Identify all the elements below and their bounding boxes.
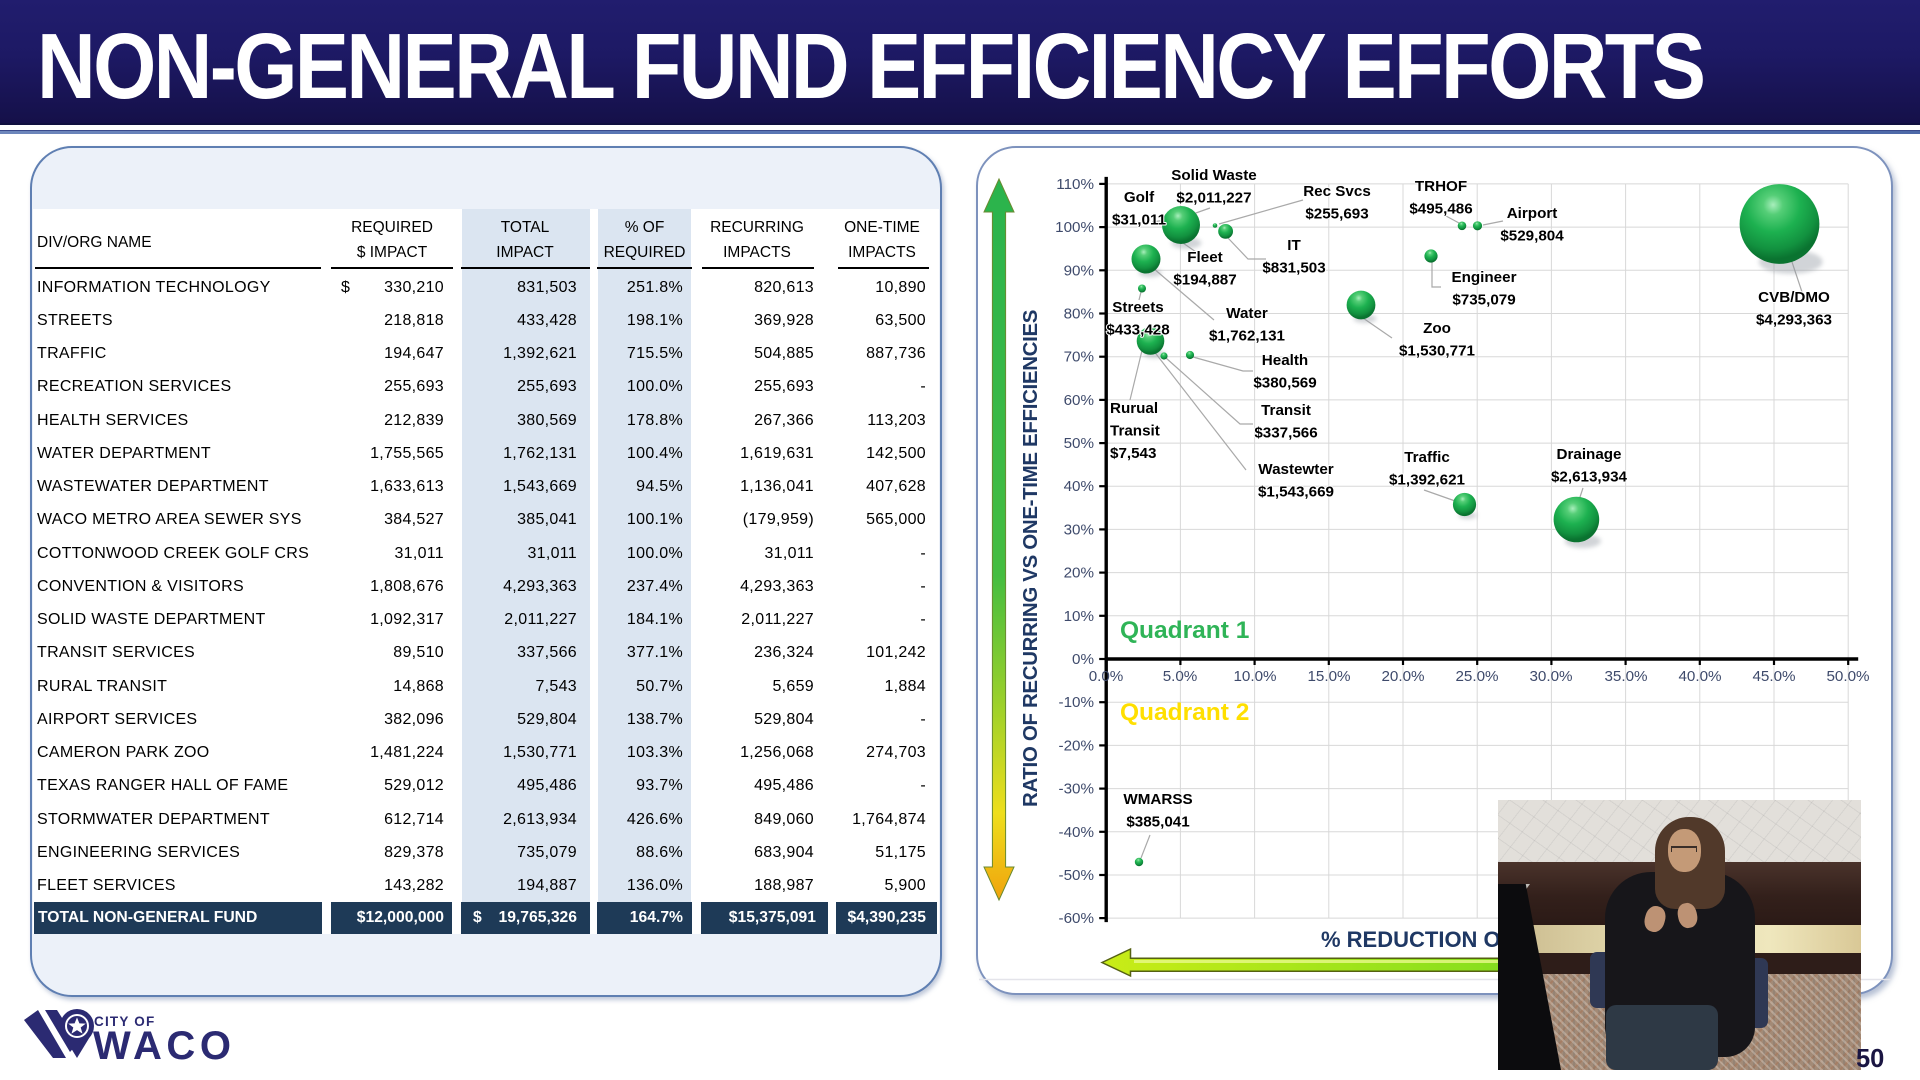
svg-text:Rurual: Rurual xyxy=(1110,400,1158,417)
svg-text:Golf: Golf xyxy=(1124,189,1155,206)
svg-text:Traffic: Traffic xyxy=(1404,449,1450,466)
svg-text:10.0%: 10.0% xyxy=(1233,668,1276,685)
svg-text:Drainage: Drainage xyxy=(1557,446,1622,463)
svg-text:80%: 80% xyxy=(1064,306,1094,323)
svg-text:$7,543: $7,543 xyxy=(1110,445,1156,462)
svg-text:$2,613,934: $2,613,934 xyxy=(1551,469,1628,486)
svg-text:60%: 60% xyxy=(1064,392,1094,409)
svg-text:Zoo: Zoo xyxy=(1423,320,1451,337)
svg-text:40.0%: 40.0% xyxy=(1678,668,1721,685)
svg-text:50.0%: 50.0% xyxy=(1826,668,1869,685)
svg-text:$1,392,621: $1,392,621 xyxy=(1389,472,1466,489)
svg-text:Wastewter: Wastewter xyxy=(1258,461,1333,478)
svg-text:Engineer: Engineer xyxy=(1452,269,1517,286)
svg-text:15.0%: 15.0% xyxy=(1307,668,1350,685)
svg-text:$385,041: $385,041 xyxy=(1126,814,1190,831)
svg-text:30%: 30% xyxy=(1064,521,1094,538)
svg-text:35.0%: 35.0% xyxy=(1604,668,1647,685)
svg-text:90%: 90% xyxy=(1064,262,1094,279)
svg-text:45.0%: 45.0% xyxy=(1752,668,1795,685)
svg-text:0.0%: 0.0% xyxy=(1089,668,1124,685)
svg-text:Fleet: Fleet xyxy=(1187,249,1222,266)
svg-text:110%: 110% xyxy=(1056,176,1094,193)
svg-text:TRHOF: TRHOF xyxy=(1415,178,1467,195)
svg-text:$1,530,771: $1,530,771 xyxy=(1399,343,1476,360)
svg-text:RATIO OF RECURRING VS ONE-TIME: RATIO OF RECURRING VS ONE-TIME EFFICIENC… xyxy=(1019,310,1042,807)
svg-text:WACO: WACO xyxy=(93,1024,235,1068)
svg-text:0%: 0% xyxy=(1072,651,1094,668)
svg-text:$4,293,363: $4,293,363 xyxy=(1756,312,1832,329)
svg-text:20%: 20% xyxy=(1064,565,1094,582)
svg-text:20.0%: 20.0% xyxy=(1381,668,1424,685)
svg-text:Health: Health xyxy=(1262,352,1308,369)
svg-text:$380,569: $380,569 xyxy=(1253,375,1316,392)
svg-text:$529,804: $529,804 xyxy=(1500,228,1564,245)
svg-text:IT: IT xyxy=(1287,237,1301,254)
svg-text:$31,011: $31,011 xyxy=(1112,212,1167,229)
svg-text:$2,011,227: $2,011,227 xyxy=(1176,190,1251,207)
svg-text:-10%: -10% xyxy=(1059,694,1094,711)
svg-text:Airport: Airport xyxy=(1507,205,1558,222)
svg-text:-50%: -50% xyxy=(1059,867,1094,884)
svg-text:Quadrant 2: Quadrant 2 xyxy=(1120,699,1249,726)
svg-text:Streets: Streets xyxy=(1112,299,1164,316)
svg-text:5.0%: 5.0% xyxy=(1163,668,1198,685)
svg-text:70%: 70% xyxy=(1064,349,1094,366)
svg-text:Water: Water xyxy=(1226,305,1268,322)
svg-text:CVB/DMO: CVB/DMO xyxy=(1758,289,1830,306)
svg-text:-20%: -20% xyxy=(1059,737,1094,754)
svg-text:$1,762,131: $1,762,131 xyxy=(1209,328,1286,345)
svg-text:-40%: -40% xyxy=(1059,824,1094,841)
svg-text:40%: 40% xyxy=(1064,478,1094,495)
svg-text:CITY OF: CITY OF xyxy=(94,1014,155,1029)
svg-text:25.0%: 25.0% xyxy=(1455,668,1498,685)
svg-text:-60%: -60% xyxy=(1059,910,1094,927)
svg-text:-30%: -30% xyxy=(1059,781,1094,798)
svg-text:WMARSS: WMARSS xyxy=(1123,791,1192,808)
svg-text:$1,543,669: $1,543,669 xyxy=(1258,484,1334,501)
svg-text:$495,486: $495,486 xyxy=(1409,201,1472,218)
svg-text:$337,566: $337,566 xyxy=(1254,425,1317,442)
svg-text:30.0%: 30.0% xyxy=(1529,668,1572,685)
svg-text:10%: 10% xyxy=(1064,608,1094,625)
svg-text:$194,887: $194,887 xyxy=(1173,272,1236,289)
svg-text:$831,503: $831,503 xyxy=(1262,260,1325,277)
svg-text:Rec Svcs: Rec Svcs xyxy=(1303,183,1371,200)
svg-text:$735,079: $735,079 xyxy=(1452,292,1515,309)
svg-text:$255,693: $255,693 xyxy=(1305,206,1368,223)
svg-text:$433,428: $433,428 xyxy=(1106,322,1169,339)
svg-text:Transit: Transit xyxy=(1261,402,1311,419)
svg-text:Transit: Transit xyxy=(1110,423,1160,440)
svg-text:Quadrant 1: Quadrant 1 xyxy=(1120,617,1249,644)
svg-text:50%: 50% xyxy=(1064,435,1094,452)
svg-text:100%: 100% xyxy=(1055,219,1094,236)
svg-text:Solid Waste: Solid Waste xyxy=(1171,167,1257,184)
